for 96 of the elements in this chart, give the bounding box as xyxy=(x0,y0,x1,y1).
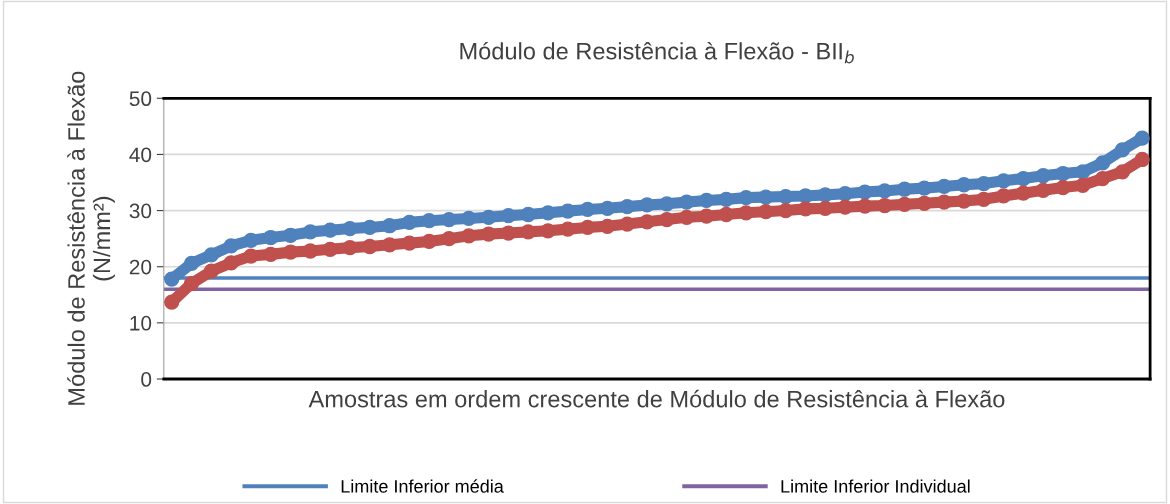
point xyxy=(659,196,675,212)
point xyxy=(342,239,358,256)
y-tick-label: 50 xyxy=(129,91,152,107)
x-axis-title: Amostras em ordem crescente de Módulo de Resistência à Flexão xyxy=(308,389,1005,408)
point xyxy=(995,188,1012,204)
point xyxy=(203,247,219,263)
y-tick-label: 10 xyxy=(130,315,152,331)
point xyxy=(718,191,734,207)
point xyxy=(302,243,318,259)
point xyxy=(362,238,378,255)
point xyxy=(164,271,180,287)
point xyxy=(837,186,853,202)
point xyxy=(461,210,477,227)
point xyxy=(520,206,536,223)
point xyxy=(263,246,279,263)
point xyxy=(738,190,754,206)
y-tick-label: 0 xyxy=(141,372,152,387)
chart-title: Módulo de Resistência à Flexão - BII$_{b}$ xyxy=(460,41,854,64)
y-tick-label: 20 xyxy=(129,259,152,275)
point xyxy=(243,248,259,264)
point xyxy=(421,233,437,250)
point xyxy=(1075,177,1091,193)
y-axis-title: Módulo de Resistência à Flexão (N/mm²) xyxy=(67,71,115,405)
point xyxy=(164,294,180,310)
point xyxy=(183,255,200,271)
point xyxy=(936,194,952,210)
point xyxy=(877,183,893,199)
point xyxy=(1114,164,1131,180)
point xyxy=(302,224,318,240)
point xyxy=(976,191,992,207)
point xyxy=(560,221,576,237)
point xyxy=(362,219,378,236)
point xyxy=(1134,130,1150,146)
point xyxy=(243,232,259,248)
point xyxy=(1134,151,1150,168)
point xyxy=(857,184,873,200)
point xyxy=(223,255,239,271)
point xyxy=(1035,182,1051,198)
y-tick-label: 30 xyxy=(129,203,152,219)
point xyxy=(560,203,576,219)
point xyxy=(599,200,616,216)
point xyxy=(778,202,794,219)
point xyxy=(778,188,794,205)
point xyxy=(956,193,972,209)
point xyxy=(381,218,398,234)
point xyxy=(718,206,734,223)
point xyxy=(857,198,873,214)
y-tick-label: 40 xyxy=(129,147,152,163)
point xyxy=(817,187,833,203)
point xyxy=(619,199,635,215)
point xyxy=(461,228,477,244)
point xyxy=(659,211,675,228)
point xyxy=(679,194,695,210)
point xyxy=(639,197,655,213)
legend-label: Limite Inferior Individual xyxy=(781,479,970,493)
point xyxy=(441,211,457,228)
point xyxy=(342,220,358,237)
point xyxy=(322,222,338,238)
point xyxy=(540,223,556,239)
point xyxy=(1035,168,1051,184)
point xyxy=(1055,165,1071,182)
point xyxy=(916,180,932,196)
point xyxy=(877,197,893,214)
point xyxy=(639,214,655,230)
point xyxy=(579,201,596,218)
point xyxy=(956,177,972,193)
point xyxy=(263,229,279,246)
point xyxy=(441,231,457,247)
point xyxy=(679,209,695,225)
point xyxy=(520,224,536,240)
point xyxy=(619,216,635,232)
point xyxy=(1055,179,1071,196)
point xyxy=(758,189,774,205)
point xyxy=(1015,185,1031,201)
point xyxy=(916,195,932,211)
point xyxy=(896,181,913,197)
point xyxy=(223,238,239,254)
point xyxy=(738,205,754,221)
point xyxy=(1094,170,1111,187)
point xyxy=(837,199,853,215)
point xyxy=(540,205,556,221)
point xyxy=(1114,142,1131,158)
point xyxy=(421,213,437,229)
point xyxy=(579,219,596,236)
point xyxy=(183,275,200,292)
point xyxy=(282,227,299,243)
point xyxy=(1075,164,1091,180)
point xyxy=(203,263,219,279)
point xyxy=(758,204,774,220)
point xyxy=(976,175,992,192)
point xyxy=(282,244,299,260)
point xyxy=(322,241,338,257)
point xyxy=(936,178,952,195)
point xyxy=(1015,170,1031,187)
point xyxy=(1094,155,1111,171)
legend-label: Limite Inferior média xyxy=(341,479,504,493)
